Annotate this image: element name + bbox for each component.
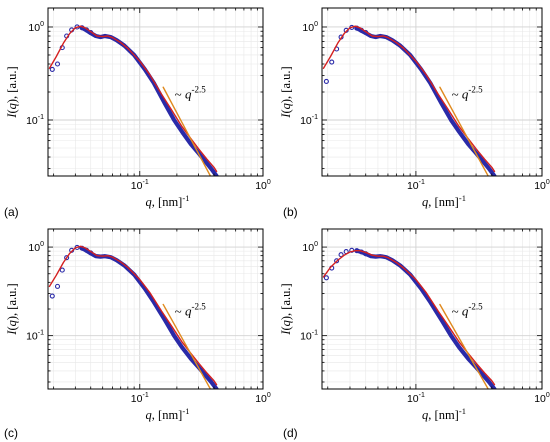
data-marker xyxy=(323,78,329,84)
x-tick-label: 10-1 xyxy=(407,179,425,192)
fit-line xyxy=(48,245,218,386)
power-law-line xyxy=(439,303,489,389)
panel-letter: (a) xyxy=(4,205,19,219)
grid xyxy=(48,229,263,389)
power-law-annotation: ~ q-2.5 xyxy=(452,301,484,318)
x-axis-label: q, [nm]-1 xyxy=(422,193,466,209)
power-law-annotation: ~ q-2.5 xyxy=(175,85,207,102)
data-marker xyxy=(323,275,329,281)
y-tick-label: 100 xyxy=(302,241,318,254)
y-tick-label: 10-1 xyxy=(26,114,44,127)
y-axis-label: I(q), [a.u.] xyxy=(5,66,19,118)
y-axis-label: I(q), [a.u.] xyxy=(279,283,293,335)
y-tick-label: 100 xyxy=(302,21,318,34)
grid xyxy=(322,229,542,389)
x-tick-label: 100 xyxy=(255,392,271,405)
fit-line xyxy=(48,25,218,173)
panel-d: 10-1 100 10-1 100 q, [nm]-1 I(q), [a.u.] ~ q-2… xyxy=(279,228,550,440)
power-law-line xyxy=(439,86,489,176)
y-axis-label: I(q), [a.u.] xyxy=(5,283,19,335)
data-marker xyxy=(334,258,340,264)
grid xyxy=(48,8,263,176)
axis-ticks xyxy=(48,8,264,176)
axis-ticks xyxy=(48,229,264,389)
power-law-line xyxy=(162,86,212,176)
panel-a: 10-1 100 10-1 100 q, [nm]-1 I(q), [a.u.] ~ q-2… xyxy=(4,7,271,219)
panel-c: 10-1 100 10-1 100 q, [nm]-1 I(q), [a.u.] ~ q-2… xyxy=(4,228,271,440)
power-law-annotation: ~ q-2.5 xyxy=(452,85,484,102)
data-curve xyxy=(79,246,219,389)
x-tick-label: 100 xyxy=(534,392,550,405)
data-curve xyxy=(79,25,219,176)
x-tick-label: 10-1 xyxy=(407,392,425,405)
panel-letter: (b) xyxy=(283,205,298,219)
series-group xyxy=(322,24,497,176)
data-marker xyxy=(349,247,355,253)
data-marker xyxy=(54,61,61,67)
panel-letter: (c) xyxy=(4,426,18,440)
data-curve xyxy=(354,248,497,389)
y-tick-label: 10-1 xyxy=(300,114,318,127)
x-axis-label: q, [nm]-1 xyxy=(146,406,190,422)
x-tick-label: 100 xyxy=(255,179,271,192)
x-tick-label: 100 xyxy=(534,179,550,192)
series-group xyxy=(48,24,219,176)
data-marker xyxy=(49,293,55,299)
y-tick-label: 100 xyxy=(28,21,44,34)
panel-b: 10-1 100 10-1 100 q, [nm]-1 I(q), [a.u.] ~ q-2… xyxy=(279,7,550,219)
data-curve xyxy=(354,26,497,176)
series-group xyxy=(48,244,219,389)
x-axis-label: q, [nm]-1 xyxy=(422,406,466,422)
power-law-annotation: ~ q-2.5 xyxy=(175,301,207,318)
data-marker xyxy=(64,255,70,261)
y-tick-label: 100 xyxy=(28,241,44,254)
panel-letter: (d) xyxy=(283,426,298,440)
axis-ticks xyxy=(322,229,543,389)
data-marker xyxy=(49,66,55,72)
x-tick-label: 10-1 xyxy=(131,392,149,405)
data-marker xyxy=(329,59,335,65)
y-tick-label: 10-1 xyxy=(300,330,318,343)
x-axis-label: q, [nm]-1 xyxy=(146,193,190,209)
data-marker xyxy=(59,267,65,273)
power-law-line xyxy=(162,303,212,389)
series-group xyxy=(322,247,497,389)
data-marker xyxy=(54,283,61,289)
y-axis-label: I(q), [a.u.] xyxy=(279,66,293,118)
axis-ticks xyxy=(322,8,543,176)
x-tick-label: 10-1 xyxy=(131,179,149,192)
fit-line xyxy=(322,25,496,173)
y-tick-label: 10-1 xyxy=(26,330,44,343)
data-marker xyxy=(338,252,344,258)
grid xyxy=(322,8,542,176)
